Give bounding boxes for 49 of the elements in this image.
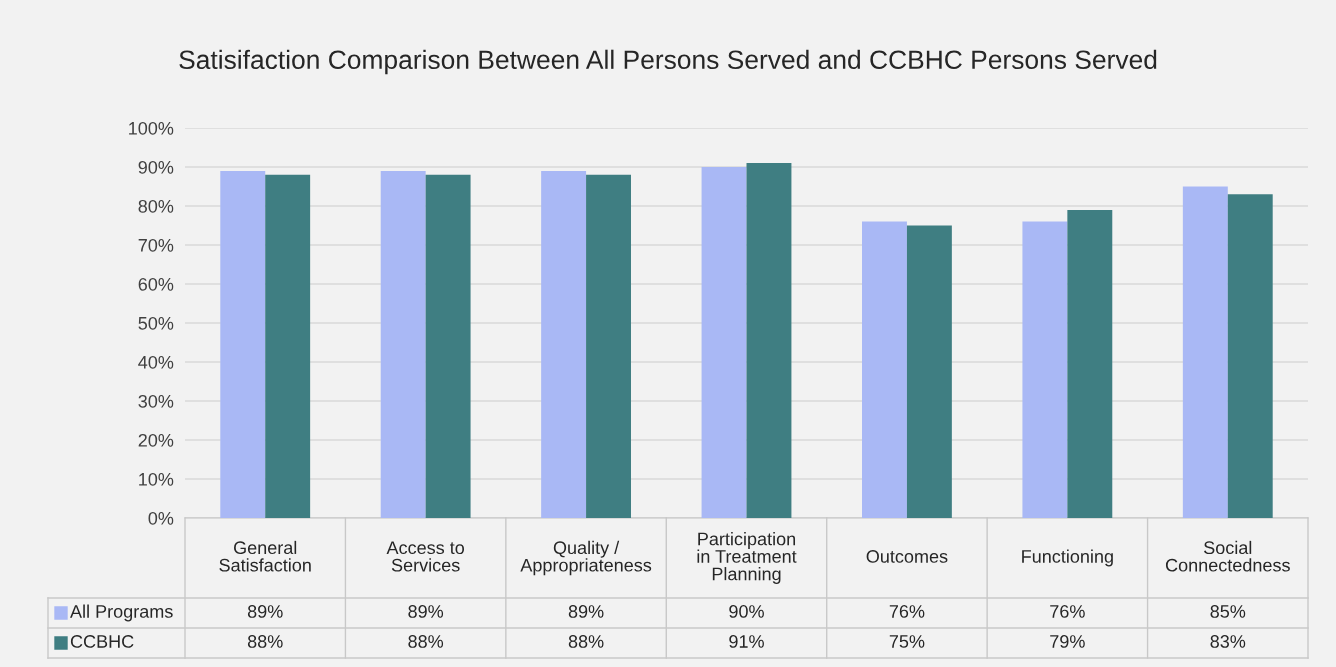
x-tick-label: Access to Services: [386, 541, 465, 572]
data-label: 79%: [1050, 635, 1085, 648]
y-tick-label: 100%: [129, 121, 174, 135]
y-tick-label: 30%: [138, 394, 174, 408]
data-label: 83%: [1210, 635, 1246, 648]
bar: [701, 167, 747, 518]
bar: [220, 170, 266, 518]
legend-label: All Programs: [70, 604, 173, 622]
y-tick-label: 90%: [138, 160, 174, 174]
bar: [1067, 209, 1113, 518]
x-tick-label: Participation in Treatment Planning: [697, 532, 797, 584]
y-tick-label: 70%: [138, 238, 174, 252]
bar: [425, 174, 471, 518]
bar: [906, 225, 952, 518]
chart-title: Satisifaction Comparison Between All Persons Served and CCBHC Persons Served: [179, 49, 1157, 75]
data-label: 76%: [1050, 605, 1085, 618]
data-label: 88%: [247, 635, 283, 648]
x-tick-label: Quality / Appropriateness: [520, 540, 652, 576]
legend-label: CCBHC: [70, 635, 134, 648]
bar: [380, 170, 426, 518]
bar: [862, 221, 907, 518]
y-tick-label: 20%: [138, 433, 174, 447]
y-tick-label: 80%: [138, 199, 174, 213]
data-label: 91%: [729, 635, 764, 648]
y-tick-label: 50%: [138, 316, 174, 330]
data-label: 89%: [247, 605, 283, 618]
bar: [746, 163, 792, 518]
y-tick-label: 40%: [138, 355, 174, 369]
y-tick-label: 0%: [148, 511, 174, 525]
data-label: 75%: [889, 635, 925, 648]
x-tick-label: Social Connectedness: [1165, 540, 1290, 572]
y-tick-label: 10%: [139, 472, 174, 486]
x-tick-label: Outcomes: [866, 550, 948, 563]
data-label: 89%: [408, 605, 444, 618]
data-label: 88%: [568, 635, 604, 648]
bar: [265, 174, 311, 518]
data-label: 89%: [568, 605, 604, 618]
bar: [541, 170, 587, 518]
data-label: 88%: [408, 635, 444, 648]
x-tick-label: General Satisfaction: [219, 540, 311, 572]
data-label: 85%: [1210, 605, 1246, 618]
bar: [1182, 186, 1228, 518]
y-tick-label: 60%: [138, 277, 174, 291]
bar: [586, 174, 631, 518]
data-label: 76%: [889, 605, 925, 618]
bar: [1227, 194, 1273, 518]
bar: [1022, 221, 1068, 518]
data-label: 90%: [729, 605, 764, 618]
x-tick-label: Functioning: [1022, 549, 1113, 567]
